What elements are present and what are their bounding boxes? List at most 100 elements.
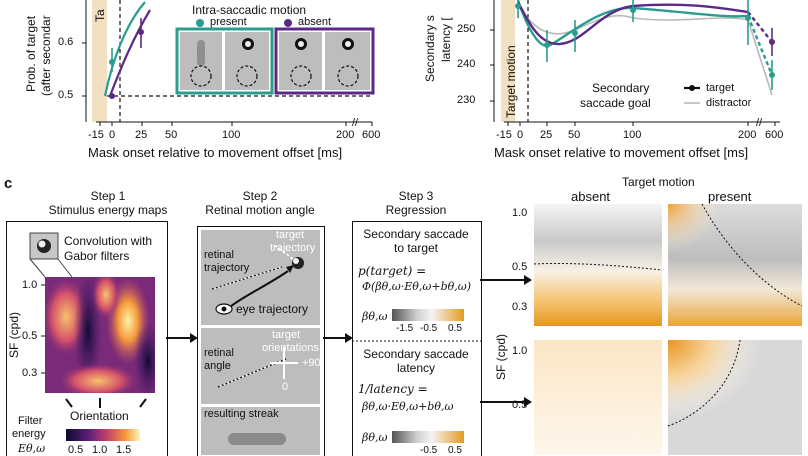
shade-region [92,0,107,122]
curve-absent [108,9,151,97]
target-trajectory-2: trajectory [270,242,316,254]
motion-streak [197,40,205,66]
chart-right: // [490,0,780,129]
maps-ytick-bot-1.0: 1.0 [512,345,528,357]
energy-colorbar [66,429,140,441]
shade-label: Ta [93,9,107,22]
scale1-tick-b: -0.5 [420,323,438,334]
step1-graphics [29,232,155,441]
ytick-0.5: 0.5 [58,89,74,101]
arrow-step2-step3 [323,333,353,343]
cbar-label-1: Filter [18,415,43,427]
arrow-step1-step2 [166,333,198,343]
xtick-r-50: 50 [568,129,581,141]
svg-text://: // [756,117,763,129]
maps-ylabel: SF (cpd) [494,333,508,380]
legend-present-label: present [210,16,247,28]
beta-scale-2 [392,431,464,443]
legend-title-right-2: saccade goal [580,96,651,110]
step1-ylabel: SF (cpd) [7,311,21,358]
ylabel-left-1: Prob. of target [24,15,38,92]
step1-ytick-0.3: 0.3 [22,367,38,379]
ylabel-left-2: (after secondar [39,15,53,96]
scale1-tick-c: 0.5 [448,323,462,334]
step3-box2-title: Secondary saccade latency [363,347,469,375]
step1-ytick-0.5: 0.5 [22,330,38,342]
xtick-r-0: 0 [517,129,524,141]
step1-title: Step 1 Stimulus energy maps [48,189,168,217]
legend-absent-box [274,27,375,95]
maps-graphics [534,204,803,455]
beta-scale-1 [392,309,464,321]
ylabel-right-2: latency [ [439,17,453,62]
xtick-100: 100 [222,129,241,141]
cbar-tick-1.0: 1.0 [92,444,108,456]
step1-ytick-1.0: 1.0 [22,279,38,291]
ytick-0.6: 0.6 [58,36,74,48]
curve-target-absent [516,1,749,46]
maps-ytick-top-0.5: 0.5 [512,261,528,273]
scale2-tick-b: 0.5 [448,445,462,456]
retinal-trajectory-1: retinal [204,249,234,261]
conv-text-2: Gabor filters [64,249,130,263]
xtick-minus15: -15 [88,129,104,141]
ylabel-right-1: Secondary s [423,15,437,82]
legend-present-box [175,27,274,95]
step1-xlabel: Orientation [70,409,129,423]
zero-label: 0 [282,381,289,393]
legend-absent: absent [284,17,354,29]
scale1-tick-a: -1.5 [396,323,414,334]
legend-title-right-1: Secondary [592,81,650,95]
arrow-step3-map-bottom [480,397,532,407]
axis-break: // [352,117,359,129]
xtick-600: 600 [362,129,381,141]
legend-distractor-label: distractor [706,97,752,109]
step3-box [352,221,482,456]
xtick-r-minus15: -15 [496,129,512,141]
xtick-r-600: 600 [765,129,784,141]
step2-graphics [201,230,320,455]
step3-box1-title: Secondary saccade to target [363,227,469,255]
xtick-0: 0 [109,129,116,141]
xtick-25: 25 [135,129,148,141]
resulting-streak-label: resulting streak [204,408,279,420]
curve-distractor [517,5,773,96]
plus90-label: +90 [302,357,321,369]
shade-region-right [501,0,515,122]
eq1-line2: Φ(βθ,ω·Eθ,ω+bθ,ω) [362,280,472,293]
legend-title-left: Intra-saccadic motion [192,3,307,17]
cbar-symbol: Eθ,ω [18,442,46,455]
legend-present: present [196,17,266,29]
eq1-line1: p(target) = [358,264,427,278]
xtick-200: 200 [336,129,355,141]
xtick-r-25: 25 [540,129,553,141]
point-absent [138,29,144,35]
retinal-angle-2: angle [204,360,231,372]
retinal-trajectory-line [211,266,283,290]
xtick-r-100: 100 [623,129,642,141]
xtick-r-200: 200 [738,129,757,141]
ytick-250: 250 [457,23,476,35]
target-orientations-2: orientations [262,342,319,354]
ytick-230: 230 [457,94,476,106]
xlabel-left: Mask onset relative to movement offset [… [88,145,343,160]
ytick-240: 240 [457,58,476,70]
maps-ytick-top-1.0: 1.0 [512,207,528,219]
xtick-50: 50 [165,129,178,141]
beta-symbol-1: βθ,ω [362,310,388,323]
map-absent-bottom [534,340,662,455]
step2-title: Step 2 Retinal motion angle [205,189,315,217]
cbar-tick-0.5: 0.5 [68,444,84,456]
panel-letter-c: c [4,175,13,192]
point-present [109,59,115,65]
xlabel-right: Mask onset relative to movement offset [… [494,145,749,160]
eq2-line2: βθ,ω·Eθ,ω+bθ,ω [362,400,454,413]
maps-col-present: present [708,189,752,204]
step3-title: Step 3 Regression [385,189,447,217]
target-orientations-1: target [272,329,301,341]
step3-graphics [352,309,482,443]
conv-text-1: Convolution with [64,234,153,248]
curve-present [103,1,146,97]
eq2-line1: 1/latency = [358,382,428,396]
maps-title: Target motion [622,175,695,189]
